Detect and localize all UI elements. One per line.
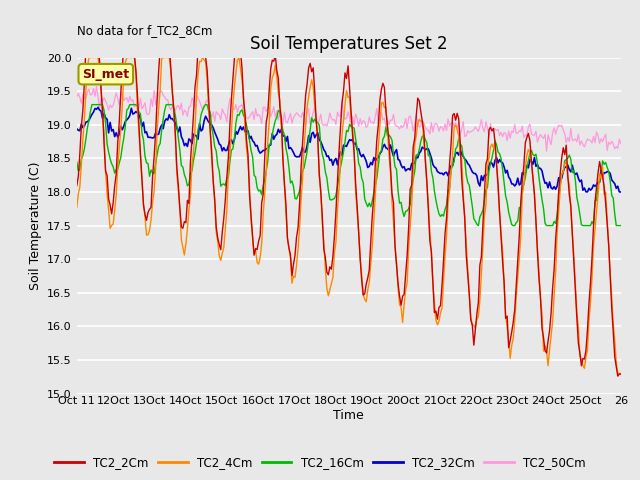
TC2_32Cm [312,132,320,138]
TC2_2Cm [237,48,244,53]
TC2_32Cm [617,189,625,195]
TC2_50Cm [237,103,244,108]
TC2_4Cm [255,261,262,267]
Text: No data for f_TC2_8Cm: No data for f_TC2_8Cm [77,24,212,37]
TC2_32Cm [588,186,596,192]
TC2_32Cm [73,126,81,132]
Line: TC2_32Cm: TC2_32Cm [77,108,621,192]
TC2_2Cm [84,41,92,47]
TC2_32Cm [264,145,271,151]
TC2_4Cm [141,214,149,219]
TC2_2Cm [312,119,320,125]
TC2_50Cm [264,107,271,112]
TC2_4Cm [312,116,320,122]
Legend: TC2_2Cm, TC2_4Cm, TC2_16Cm, TC2_32Cm, TC2_50Cm: TC2_2Cm, TC2_4Cm, TC2_16Cm, TC2_32Cm, TC… [49,452,591,474]
TC2_50Cm [312,115,320,120]
TC2_50Cm [93,84,100,89]
TC2_2Cm [264,111,271,117]
TC2_16Cm [617,223,625,228]
TC2_2Cm [255,238,262,244]
TC2_16Cm [474,223,482,228]
TC2_50Cm [255,111,262,117]
TC2_4Cm [264,140,271,145]
TC2_16Cm [237,108,244,114]
TC2_4Cm [85,55,93,60]
TC2_16Cm [255,188,262,194]
TC2_50Cm [589,133,597,139]
TC2_50Cm [617,141,625,146]
TC2_16Cm [73,159,81,165]
TC2_16Cm [141,153,149,159]
TC2_2Cm [588,255,596,261]
TC2_50Cm [73,94,81,100]
TC2_16Cm [88,102,96,108]
Line: TC2_16Cm: TC2_16Cm [77,105,621,226]
TC2_32Cm [255,148,262,154]
TC2_16Cm [312,119,320,125]
TC2_50Cm [141,100,149,106]
Line: TC2_2Cm: TC2_2Cm [77,44,621,376]
TC2_4Cm [588,276,596,281]
TC2_16Cm [264,159,271,165]
TC2_32Cm [94,105,102,110]
Text: SI_met: SI_met [82,68,129,81]
TC2_4Cm [73,204,81,210]
TC2_32Cm [237,124,244,130]
TC2_4Cm [617,371,625,376]
TC2_2Cm [614,373,621,379]
TC2_50Cm [543,148,550,154]
Line: TC2_4Cm: TC2_4Cm [77,58,621,373]
Y-axis label: Soil Temperature (C): Soil Temperature (C) [29,161,42,290]
X-axis label: Time: Time [333,409,364,422]
TC2_16Cm [589,222,597,228]
TC2_4Cm [237,65,244,71]
Title: Soil Temperatures Set 2: Soil Temperatures Set 2 [250,35,447,53]
TC2_2Cm [73,183,81,189]
Line: TC2_50Cm: TC2_50Cm [77,86,621,151]
TC2_2Cm [141,212,149,217]
TC2_4Cm [614,371,621,376]
TC2_32Cm [141,130,149,136]
TC2_2Cm [617,372,625,377]
